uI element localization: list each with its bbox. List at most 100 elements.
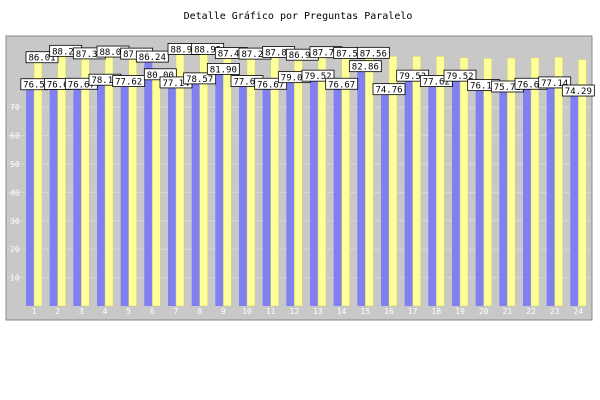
x-tick-label: 15 [361,307,371,316]
value-label: 76.5 [23,81,45,91]
x-tick-label: 23 [550,307,560,316]
bar-series-2 [317,56,327,307]
value-label: 87.48 [218,50,245,60]
x-tick-label: 24 [574,307,584,316]
value-label: 81.90 [210,65,237,75]
value-label: 76.6 [47,80,69,90]
value-label-box [135,50,169,63]
bar-series-1 [26,88,34,307]
y-axis: 10 20 30 40 50 60 70 [10,103,20,282]
bar-series-2 [33,61,43,307]
value-label-box [538,76,572,89]
bar-series-1 [333,88,342,306]
value-label: 76.67 [68,80,95,90]
value-label-box [301,69,335,82]
value-label-box [356,46,390,59]
bar-series-1 [381,93,389,306]
value-label: 77.62 [233,78,260,88]
value-label-box [348,60,382,73]
value-label: 76.19 [470,82,497,92]
value-label: 79.52 [304,72,331,82]
bar-series-1 [310,80,318,306]
value-label: 76.67 [257,80,284,90]
bar-series-1 [191,82,200,306]
bar-series-1 [499,90,508,306]
x-tick-label: 16 [384,307,394,316]
bar-series-1 [144,61,153,306]
y-tick-label: 60 [10,132,20,141]
bar-series-2 [246,57,256,307]
x-tick-label: 14 [337,307,347,316]
value-label-box [561,84,595,97]
bar-series-1 [570,95,579,306]
value-label: 77.62 [115,78,142,88]
y-tick-label: 70 [10,103,20,112]
bar-series-1 [120,85,129,306]
x-axis: 1 2 3 4 5 6 7 8 9 10 11 12 13 14 15 16 17 18 19 20 21 22 23 24 [32,307,584,316]
bar-series-1 [168,86,176,307]
value-label: 75.71 [494,83,521,93]
value-label: 79.00 [281,74,308,84]
bar-series-2 [57,55,66,307]
value-label: 88.91 [170,45,197,55]
bar-series-2 [436,56,445,307]
value-label: 87.86 [265,48,292,58]
x-tick-label: 17 [408,307,418,316]
chart-title: Detalle Gráfico por Preguntas Paralelo [184,10,413,22]
x-tick-label: 10 [242,307,252,316]
x-tick-label: 19 [455,307,465,316]
x-tick-label: 18 [432,307,442,316]
bar-series-1 [215,73,224,307]
value-label: 77.14 [162,79,189,89]
bar-series-1 [452,80,460,306]
x-tick-label: 12 [290,307,300,316]
x-tick-label: 13 [313,307,323,316]
x-tick-label: 2 [55,307,60,316]
y-tick-label: 10 [10,274,20,283]
x-tick-label: 5 [126,307,131,316]
value-label: 76.67 [328,80,355,90]
bar-series-2 [81,57,90,307]
bar-series-2 [175,53,185,307]
bar-series-1 [97,84,105,306]
value-label: 88.26 [52,47,79,57]
x-tick-label: 3 [79,307,84,316]
bar-series-2 [294,58,303,307]
value-label: 82.86 [352,63,379,73]
x-tick-label: 11 [266,307,276,316]
value-label-box [254,77,288,90]
x-tick-label: 9 [221,307,226,316]
value-label: 77.14 [541,79,568,89]
value-label: 87.29 [241,50,268,60]
bar-series-1 [357,70,366,306]
bar-series-1 [475,89,484,307]
y-tick-label: 40 [10,188,20,197]
value-label: 79.52 [399,72,426,82]
bar-series-1 [49,88,58,307]
bar-series-1 [546,86,555,307]
bar-series-2 [459,57,469,307]
value-label: 74.76 [375,86,402,96]
bar-series-1 [239,85,247,306]
bar-series-2 [412,56,421,307]
value-label: 88.01 [99,48,126,58]
value-label: 87.36 [76,50,103,60]
x-tick-label: 21 [503,307,513,316]
value-label: 86.24 [139,53,166,63]
bars [26,53,587,307]
value-label: 86.90 [289,51,316,61]
bar-series-2 [365,57,374,307]
value-label-box [183,72,217,85]
value-label: 78.57 [186,75,213,85]
x-tick-label: 6 [150,307,155,316]
bar-series-1 [523,88,531,306]
x-tick-label: 1 [32,307,37,316]
bar-series-2 [270,56,279,307]
value-label: 87.79 [312,49,339,59]
value-label-box [25,51,59,64]
x-tick-label: 7 [174,307,179,316]
value-label-box [372,83,406,96]
value-label: 76.67 [517,80,544,90]
value-label: 79.52 [446,72,473,82]
